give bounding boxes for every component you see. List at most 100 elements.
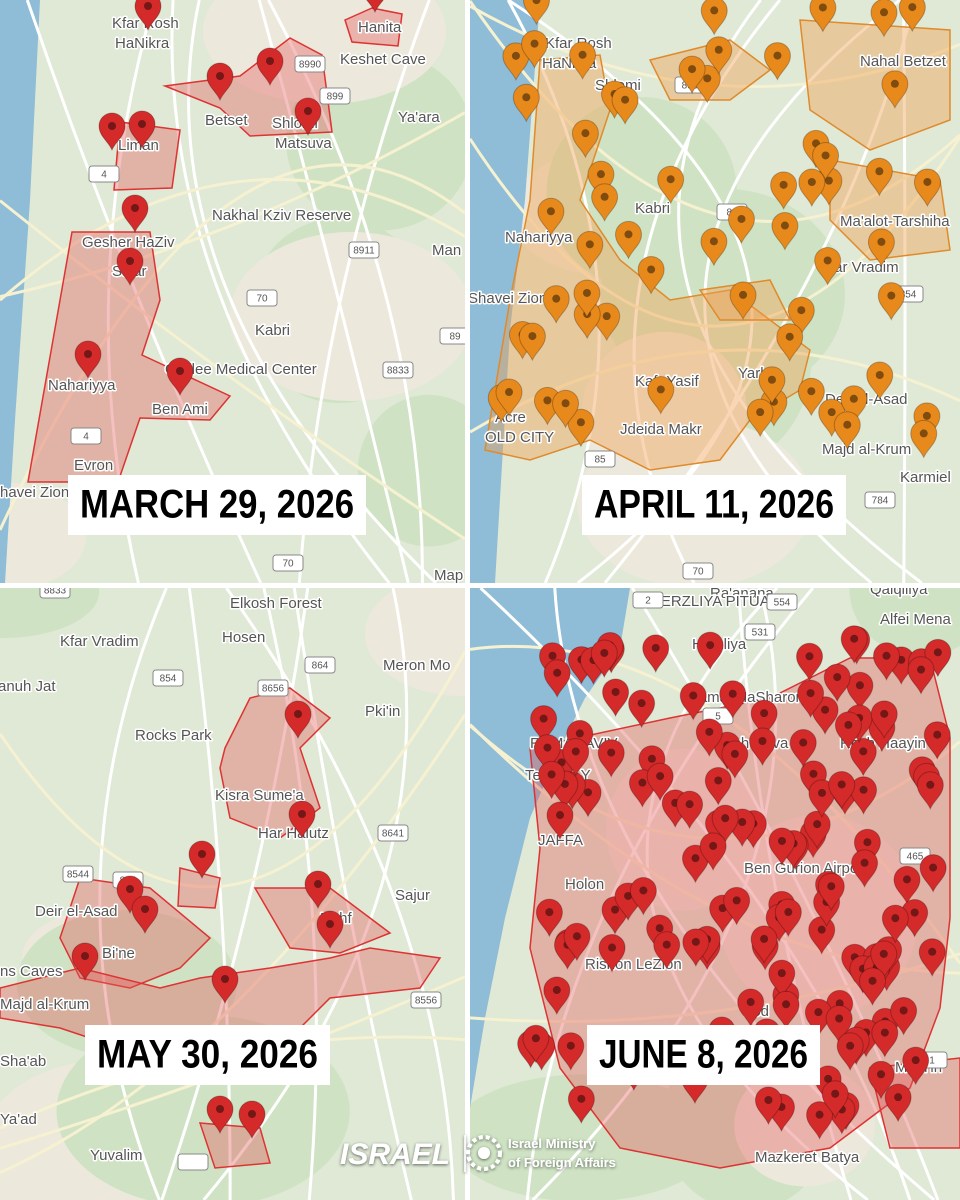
place-label: OLD CITY <box>485 429 554 446</box>
pin <box>825 1005 853 1044</box>
pin <box>134 0 162 32</box>
pin <box>188 840 216 880</box>
pin-dot <box>547 770 556 779</box>
pin <box>518 322 546 362</box>
pin <box>637 255 665 295</box>
pin-dot <box>835 999 844 1008</box>
route-number: 465 <box>907 852 924 863</box>
pin-dot <box>689 691 698 700</box>
pin-dot <box>739 290 748 299</box>
route-shield <box>62 865 94 883</box>
pin <box>98 112 126 152</box>
pin-dot <box>860 858 869 867</box>
pin-dot <box>782 1000 791 1009</box>
pin <box>814 246 842 286</box>
pin-dot <box>833 673 842 682</box>
route-shield <box>864 491 896 509</box>
pin <box>851 849 879 889</box>
place-label: Deir el-Asad <box>35 903 118 920</box>
route-number: 89 <box>449 332 461 343</box>
pin <box>723 886 751 926</box>
route-number: 1 <box>929 1056 935 1067</box>
place-label: Ya'ad <box>0 1111 37 1128</box>
pin-dot <box>552 294 561 303</box>
pin <box>811 696 839 735</box>
pin-dot <box>809 769 818 778</box>
pin <box>522 0 550 26</box>
pin-dot <box>917 665 926 674</box>
pin-dot <box>531 1034 540 1043</box>
route-shield <box>682 562 714 580</box>
pin <box>316 910 344 950</box>
pin <box>787 296 815 336</box>
pin-dot <box>777 969 786 978</box>
route-number: 8911 <box>353 246 375 257</box>
pin-dot <box>545 908 554 917</box>
route-number: 554 <box>774 598 791 609</box>
route-number: 5 <box>715 712 721 723</box>
road <box>160 588 310 1200</box>
place-label: Jdeida Makr <box>620 421 702 438</box>
pin <box>700 227 728 267</box>
date-label: MAY 30, 2026 <box>97 1033 318 1077</box>
route-shield <box>88 165 120 183</box>
alert-area <box>799 19 951 151</box>
terrain <box>0 588 100 639</box>
pin <box>116 247 144 287</box>
route-shield <box>319 87 351 105</box>
pin <box>294 97 322 137</box>
pin-dot <box>911 1056 920 1065</box>
pin-dot <box>522 93 531 102</box>
pin <box>923 721 951 760</box>
place-label: Shavei Zion <box>468 290 547 307</box>
place-label: Betset <box>205 112 248 129</box>
pin <box>884 1083 912 1123</box>
road <box>0 650 465 889</box>
pin-dot <box>561 399 570 408</box>
date-box <box>587 1025 820 1085</box>
pin-dot <box>824 1074 833 1083</box>
route-number: 854 <box>160 674 177 685</box>
pin <box>834 711 862 751</box>
route-number: 854 <box>900 290 917 301</box>
place-label: Nakhal Kziv Reserve <box>212 207 351 224</box>
place-label: Ma'alot-Tarshiha <box>840 213 950 230</box>
pin <box>748 727 776 767</box>
route-shield <box>377 824 409 842</box>
route-number: 8641 <box>382 829 405 840</box>
pin-dot <box>216 1105 224 1113</box>
pin <box>729 281 757 321</box>
route-shield <box>439 327 465 345</box>
pin-dot <box>575 729 584 738</box>
pin-dot <box>773 51 782 60</box>
pin <box>543 659 571 699</box>
pin-dot <box>647 265 656 274</box>
route-shield <box>766 593 798 611</box>
pin <box>681 844 709 884</box>
pin-dot <box>875 167 884 176</box>
pin-dot <box>655 924 664 933</box>
pin-dot <box>584 788 593 797</box>
pin-dot <box>877 237 886 246</box>
terrain <box>203 0 447 105</box>
place-label: havei Zion <box>0 484 69 501</box>
alert-area <box>344 7 403 47</box>
emblem <box>466 1135 502 1171</box>
road <box>0 713 465 1174</box>
pin-dot <box>760 934 769 943</box>
route-number: 8544 <box>67 870 90 881</box>
place-label: Rocks Park <box>135 727 212 744</box>
pin <box>121 194 149 234</box>
pin <box>576 230 604 270</box>
pin-dot <box>637 699 646 708</box>
pin-dot <box>850 634 859 643</box>
footer: ISRAEL Israel Ministry of Foreign Affair… <box>340 1135 616 1172</box>
pin-dot <box>216 72 224 80</box>
pin-dot <box>576 418 585 427</box>
place-label: Yuvalim <box>90 1147 143 1164</box>
pin-dot <box>141 905 149 913</box>
pin-dot <box>221 975 229 983</box>
pin <box>721 740 749 780</box>
route-number: 70 <box>692 567 704 578</box>
pin-dot <box>922 411 931 420</box>
